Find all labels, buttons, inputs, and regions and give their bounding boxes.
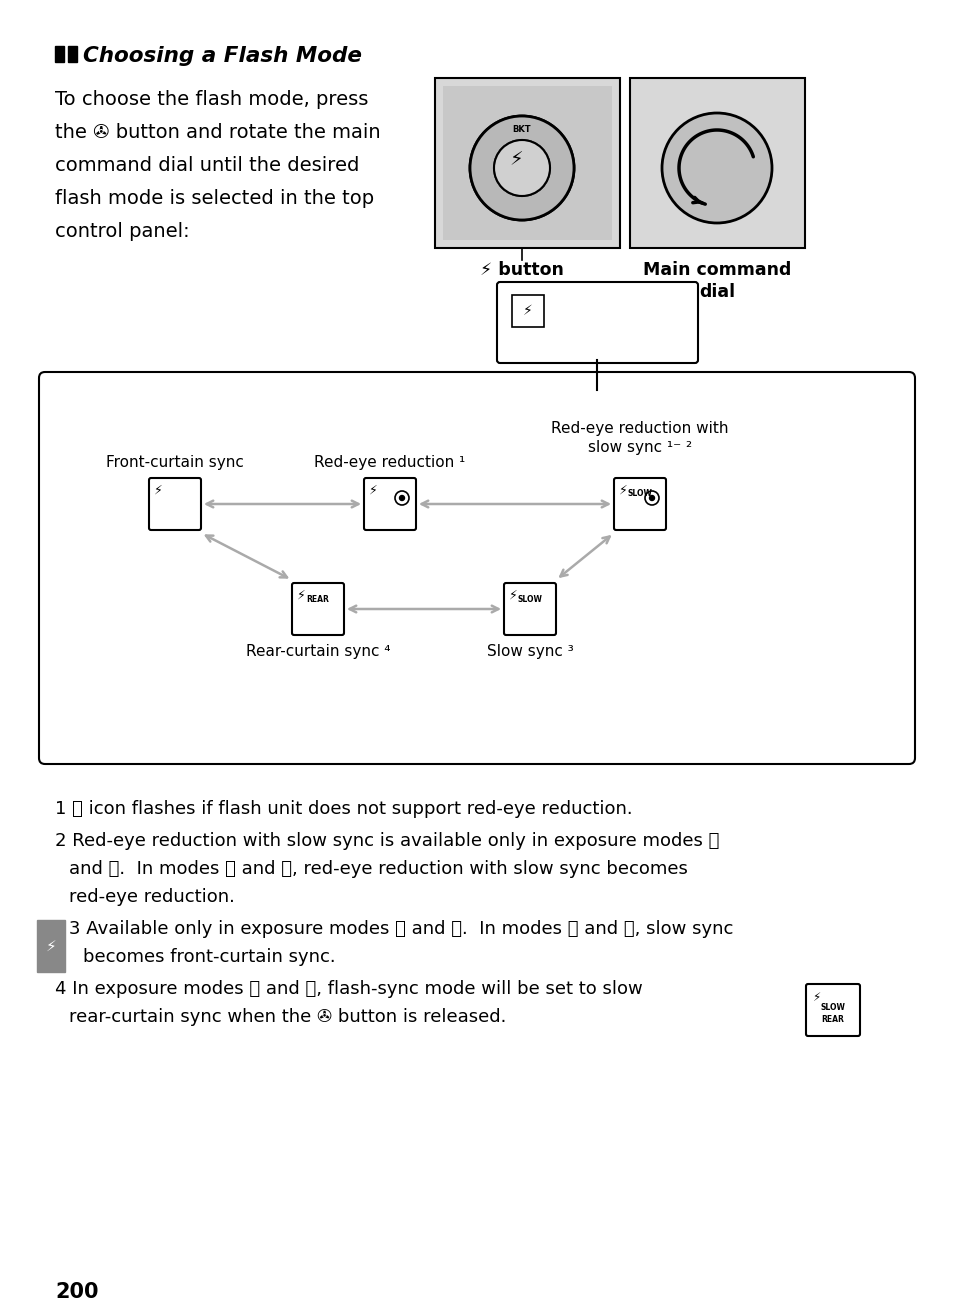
Text: and Ａ.  In modes Ｓ and Ｍ, red-eye reduction with slow sync becomes: and Ａ. In modes Ｓ and Ｍ, red-eye reducti… bbox=[69, 859, 687, 878]
Text: Slow sync ³: Slow sync ³ bbox=[486, 644, 573, 660]
Text: rear-curtain sync when the ✇ button is released.: rear-curtain sync when the ✇ button is r… bbox=[69, 1008, 506, 1026]
Text: 4 In exposure modes Ｐ and Ａ, flash-sync mode will be set to slow: 4 In exposure modes Ｐ and Ａ, flash-sync … bbox=[55, 980, 642, 999]
Text: ⚡: ⚡ bbox=[369, 484, 377, 497]
Circle shape bbox=[494, 141, 550, 196]
FancyBboxPatch shape bbox=[39, 372, 914, 763]
Text: SLOW: SLOW bbox=[820, 1004, 844, 1013]
Bar bbox=[55, 46, 64, 62]
Text: red-eye reduction.: red-eye reduction. bbox=[69, 888, 234, 905]
FancyBboxPatch shape bbox=[149, 478, 201, 530]
Circle shape bbox=[661, 113, 771, 223]
FancyBboxPatch shape bbox=[292, 583, 344, 635]
Text: Red-eye reduction ¹: Red-eye reduction ¹ bbox=[314, 455, 465, 470]
FancyBboxPatch shape bbox=[364, 478, 416, 530]
Bar bbox=[629, 78, 804, 248]
Text: ⚡: ⚡ bbox=[509, 589, 517, 602]
Text: command dial until the desired: command dial until the desired bbox=[55, 156, 359, 175]
Text: 3 Available only in exposure modes Ｐ and Ａ.  In modes Ｓ and Ｍ, slow sync: 3 Available only in exposure modes Ｐ and… bbox=[69, 920, 733, 938]
Text: ⚡: ⚡ bbox=[522, 304, 533, 318]
FancyBboxPatch shape bbox=[614, 478, 665, 530]
Text: Choosing a Flash Mode: Choosing a Flash Mode bbox=[83, 46, 361, 66]
Text: control panel:: control panel: bbox=[55, 222, 190, 240]
Text: Main command
dial: Main command dial bbox=[642, 261, 790, 301]
Text: REAR: REAR bbox=[306, 594, 329, 603]
Text: 1 ⓨ icon flashes if flash unit does not support red-eye reduction.: 1 ⓨ icon flashes if flash unit does not … bbox=[55, 800, 632, 819]
Bar bbox=[442, 85, 612, 240]
Text: ⚡: ⚡ bbox=[296, 589, 305, 602]
FancyBboxPatch shape bbox=[503, 583, 556, 635]
Bar bbox=[435, 78, 619, 248]
Circle shape bbox=[470, 116, 574, 219]
Bar bbox=[37, 920, 65, 972]
Text: REAR: REAR bbox=[821, 1014, 843, 1024]
Circle shape bbox=[399, 495, 404, 501]
Text: becomes front-curtain sync.: becomes front-curtain sync. bbox=[83, 947, 335, 966]
Circle shape bbox=[649, 495, 654, 501]
Text: 200: 200 bbox=[55, 1282, 98, 1302]
Text: ⚡: ⚡ bbox=[153, 484, 163, 497]
Text: flash mode is selected in the top: flash mode is selected in the top bbox=[55, 189, 374, 208]
Text: SLOW: SLOW bbox=[517, 594, 542, 603]
Text: 2 Red-eye reduction with slow sync is available only in exposure modes Ｐ: 2 Red-eye reduction with slow sync is av… bbox=[55, 832, 719, 850]
Text: Rear-curtain sync ⁴: Rear-curtain sync ⁴ bbox=[246, 644, 390, 660]
Bar bbox=[68, 46, 77, 62]
Text: Red-eye reduction with
slow sync ¹⁻ ²: Red-eye reduction with slow sync ¹⁻ ² bbox=[551, 422, 728, 455]
Text: To choose the flash mode, press: To choose the flash mode, press bbox=[55, 89, 368, 109]
Text: ⚡ button: ⚡ button bbox=[479, 261, 563, 279]
Text: Front-curtain sync: Front-curtain sync bbox=[106, 455, 244, 470]
Text: ⚡: ⚡ bbox=[618, 484, 627, 497]
FancyBboxPatch shape bbox=[805, 984, 859, 1035]
Text: ⚡: ⚡ bbox=[811, 991, 820, 1004]
Text: ⚡: ⚡ bbox=[509, 151, 522, 170]
Text: ⚡: ⚡ bbox=[46, 938, 56, 954]
Bar bbox=[512, 296, 543, 327]
FancyBboxPatch shape bbox=[497, 283, 698, 363]
Text: the ✇ button and rotate the main: the ✇ button and rotate the main bbox=[55, 124, 380, 142]
Text: BKT: BKT bbox=[512, 126, 531, 134]
Text: SLOW: SLOW bbox=[627, 490, 652, 498]
